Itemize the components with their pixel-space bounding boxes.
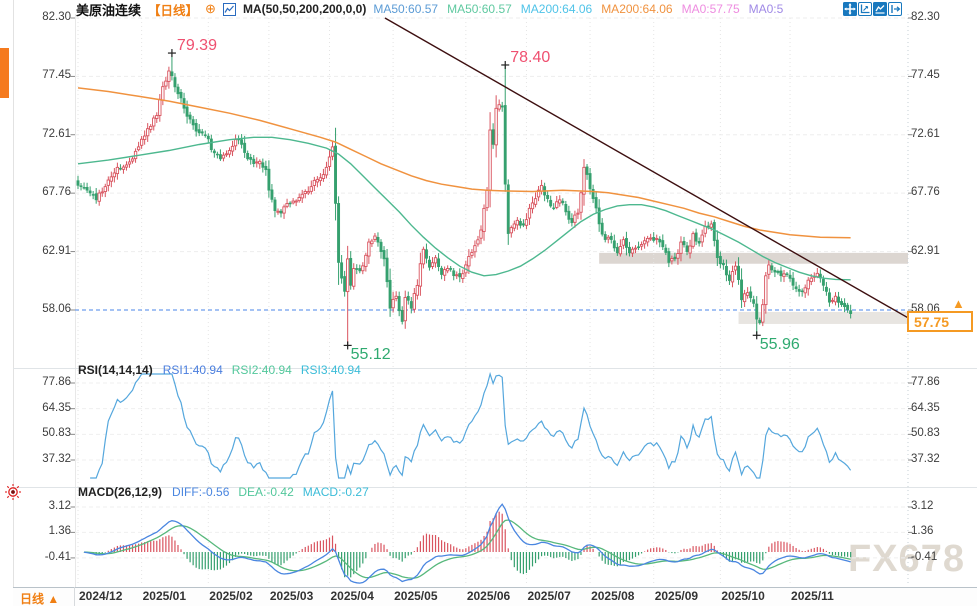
rsi-panel-separator	[13, 368, 977, 369]
macd-legend-item: MACD:-0.27	[302, 485, 369, 499]
ma-legend-item: MA0:57.75	[681, 2, 740, 16]
macd-series	[83, 503, 852, 584]
macd-label: MACD(26,12,9)	[78, 485, 163, 499]
annotation-markers	[167, 49, 761, 350]
macd-legend: DIFF:-0.56 DEA:-0.42 MACD:-0.27	[172, 485, 378, 499]
current-price-value: 57.75	[914, 314, 950, 330]
ma-legend-item: MA200:64.06	[601, 2, 673, 16]
current-price-box[interactable]: 57.75	[907, 311, 973, 332]
ma-formula: MA(50,50,200,200,0,0)	[242, 2, 367, 16]
axis-ticks	[70, 17, 913, 559]
fit-chart-icon[interactable]	[843, 2, 857, 16]
alert-sun-icon[interactable]	[4, 483, 22, 506]
price-up-arrow-icon: ▲	[952, 296, 965, 311]
ma-legend-item: MA50:60.57	[373, 2, 439, 16]
macd-panel-separator	[13, 487, 977, 488]
ma-legend-item: MA0:5	[748, 2, 784, 16]
macd-legend-item: DIFF:-0.56	[172, 485, 230, 499]
macd-header: MACD(26,12,9) DIFF:-0.56 DEA:-0.42 MACD:-0…	[78, 485, 378, 499]
axis-scale-icon[interactable]	[858, 2, 872, 16]
candlestick-series	[76, 53, 853, 346]
instrument-title: 美原油连续	[76, 2, 142, 18]
exit-icon[interactable]	[888, 2, 902, 16]
ma-legend-item: MA200:64.06	[520, 2, 593, 16]
period-tag[interactable]: 【日线】	[148, 3, 199, 18]
time-axis-divider	[74, 587, 75, 606]
gridlines	[75, 14, 909, 587]
macd-legend-item: DEA:-0.42	[238, 485, 294, 499]
rsi-legend-item: RSI2:40.94	[231, 363, 292, 377]
support-bands	[599, 252, 908, 324]
left-panel-divider	[13, 0, 14, 606]
rsi-legend-item: RSI1:40.94	[162, 363, 223, 377]
ma-legend: MA50:60.57 MA50:60.57 MA200:64.06 MA200:64.…	[373, 2, 792, 16]
ma-legend-item: MA50:60.57	[447, 2, 512, 16]
chart-header: 美原油连续 【日线】 ⊕ MA(50,50,200,200,0,0) MA50:…	[76, 1, 792, 18]
watermark: FX678	[848, 538, 965, 580]
trendline	[384, 17, 909, 319]
rsi-legend-item: RSI3:40.94	[300, 363, 361, 377]
rsi-label: RSI(14,14,14)	[78, 363, 153, 377]
time-axis-bar	[13, 587, 977, 606]
rsi-legend: RSI1:40.94 RSI2:40.94 RSI3:40.94	[163, 363, 370, 377]
left-accent-strip	[0, 48, 9, 98]
rsi-header: RSI(14,14,14) RSI1:40.94 RSI2:40.94 RSI3:4…	[78, 363, 370, 377]
add-overlay-icon[interactable]: ⊕	[205, 1, 216, 16]
rsi-line	[90, 372, 852, 479]
chart-toolbar	[843, 2, 902, 16]
period-selector[interactable]: 日线 ▲	[20, 592, 60, 606]
moving-average-lines	[77, 87, 851, 281]
indicator-window-icon[interactable]	[873, 2, 887, 16]
ma-indicator-icon[interactable]	[222, 2, 236, 16]
